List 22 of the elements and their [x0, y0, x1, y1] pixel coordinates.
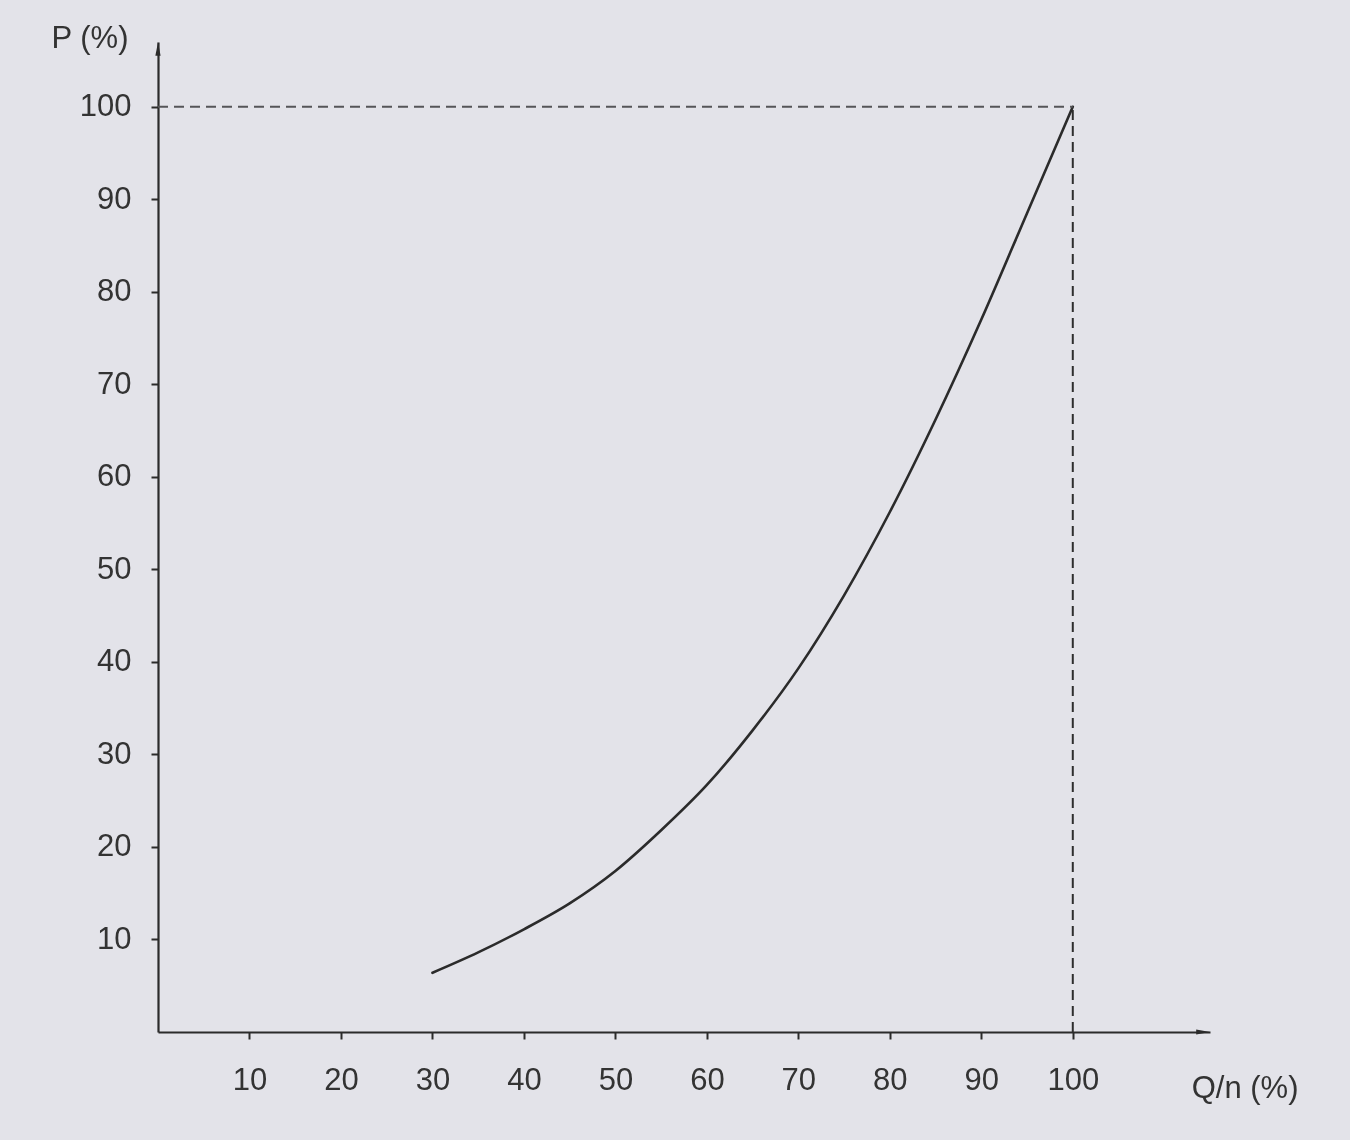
- x-tick-label: 40: [507, 1061, 542, 1097]
- x-tick-label: 60: [690, 1061, 725, 1097]
- y-axis-title: P (%): [51, 19, 129, 55]
- y-tick-label: 10: [97, 920, 132, 956]
- y-tick-label: 100: [79, 88, 132, 124]
- y-tick-label: 50: [97, 550, 132, 586]
- x-tick-label: 30: [415, 1061, 451, 1097]
- x-tick-label: 80: [873, 1061, 908, 1097]
- y-tick-label: 60: [97, 458, 132, 494]
- x-tick-label: 90: [964, 1061, 1000, 1097]
- x-tick-label: 50: [598, 1061, 634, 1097]
- x-tick-label: 70: [781, 1061, 817, 1097]
- y-tick-label: 70: [97, 365, 132, 401]
- y-tick-label: 30: [97, 735, 132, 771]
- y-tick-label: 80: [97, 273, 132, 309]
- y-tick-label: 40: [97, 643, 132, 679]
- x-tick-label: 20: [324, 1061, 359, 1097]
- x-tick-label: 10: [232, 1061, 268, 1097]
- x-tick-label: 100: [1047, 1061, 1100, 1097]
- y-tick-label: 20: [97, 828, 132, 864]
- y-tick-label: 90: [97, 180, 132, 216]
- x-axis-title: Q/n (%): [1191, 1069, 1299, 1105]
